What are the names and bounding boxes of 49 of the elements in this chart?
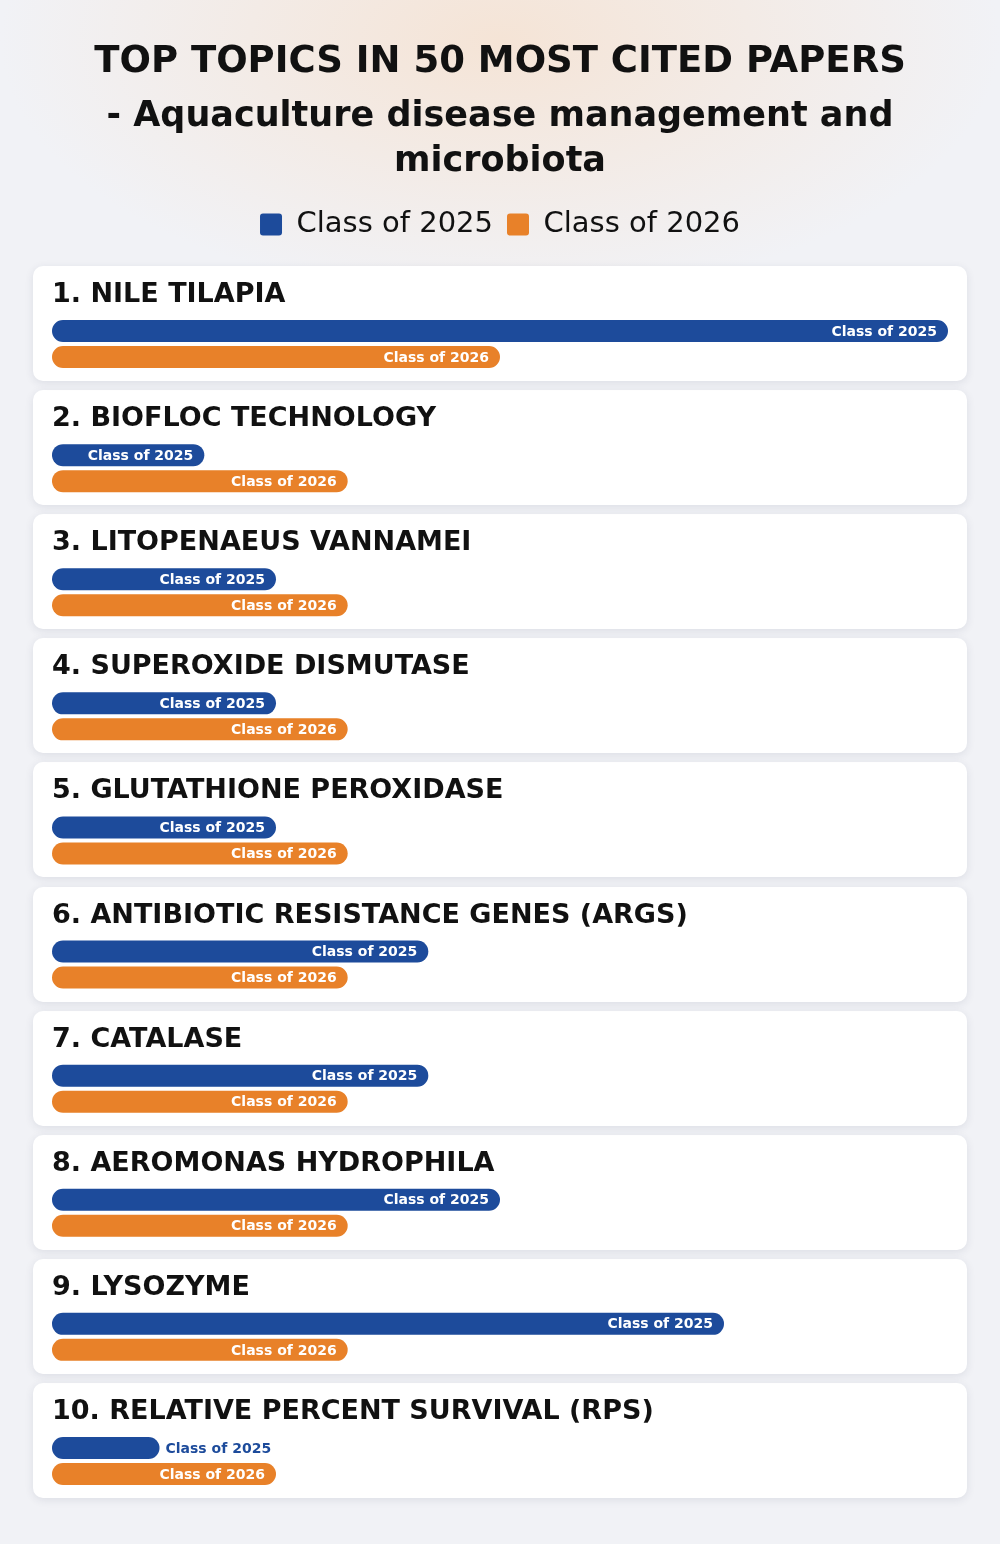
text: Class of 2026 [231, 1093, 337, 1110]
y-tick-label: 1. NILE TILAPIA [52, 277, 286, 309]
bar [52, 346, 500, 369]
bar [52, 842, 348, 865]
text: Class of 2025 [311, 943, 418, 960]
text: Class of 2026 [231, 472, 337, 489]
y-tick-label: 5. GLUTATHIONE PEROXIDASE [52, 773, 504, 805]
text: Class of 2026 [231, 721, 337, 737]
text: Class of 2026 [231, 845, 337, 862]
y-tick-label: 2. BIOFLOC TECHNOLOGY [52, 401, 437, 433]
y-tick-label: 3. LITOPENAEUS VANNAMEI [52, 525, 472, 557]
text: Class of 2025 [831, 322, 937, 339]
y-tick-label: 10. RELATIVE PERCENT SURVIVAL (RPS) [52, 1393, 654, 1425]
bar [52, 1312, 724, 1335]
y-tick-label: 7. CATALASE [52, 1021, 243, 1053]
bar [52, 940, 429, 963]
bar [52, 1064, 429, 1087]
text: Class of 2025 [607, 1315, 713, 1332]
bar [52, 1188, 500, 1211]
text: Class of 2026 [231, 969, 337, 986]
y-tick-label: 4. SUPEROXIDE DISMUTASE [52, 649, 470, 681]
text: Class of 2026 [231, 1341, 337, 1358]
text: Class of 2026 [159, 1465, 265, 1482]
y-tick-label: 8. AEROMONAS HYDROPHILA [52, 1145, 495, 1177]
text: Class of 2026 [231, 1217, 337, 1234]
text: Class of 2025 [311, 1067, 418, 1084]
bar [52, 1338, 348, 1361]
legend-label: Class of 2025 [296, 205, 494, 240]
bar [52, 320, 948, 343]
bar [52, 594, 348, 617]
text: Class of 2026 [231, 596, 337, 613]
text: Class of 2026 [383, 348, 489, 365]
bar [52, 1436, 160, 1459]
bar [52, 1090, 348, 1113]
bar [52, 470, 348, 493]
text: Class of 2025 [87, 446, 194, 463]
text: Class of 2025 [159, 570, 265, 587]
bar [52, 718, 348, 741]
y-tick-label: 9. LYSOZYME [52, 1269, 250, 1301]
text: Class of 2025 [165, 1439, 272, 1456]
chart-title: TOP TOPICS IN 50 MOST CITED PAPERS [93, 38, 907, 82]
text: Class of 2025 [159, 694, 265, 711]
bar [52, 1214, 348, 1237]
y-tick-label: 6. ANTIBIOTIC RESISTANCE GENES (ARGS) [52, 897, 688, 929]
text: Class of 2025 [159, 819, 265, 836]
text: Class of 2025 [383, 1191, 489, 1208]
legend-label: Class of 2026 [543, 205, 740, 240]
chart-subtitle: - Aquaculture disease management and microbiota [105, 93, 895, 181]
bar [52, 966, 348, 989]
